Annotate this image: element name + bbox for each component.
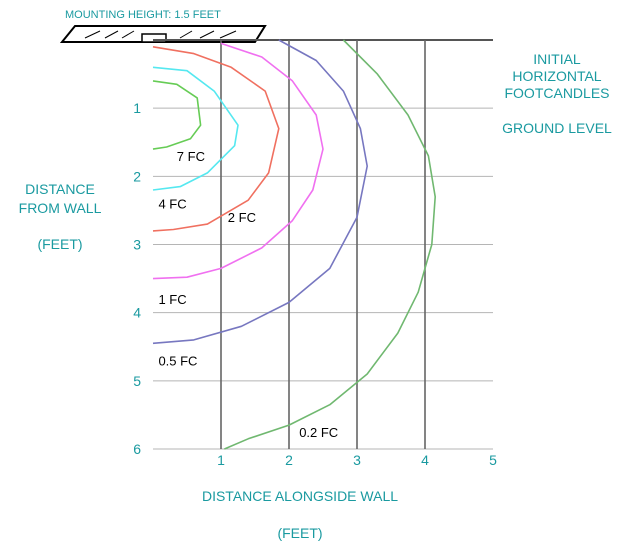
y-tick-label: 6 [133,441,141,457]
series-curve [152,66,239,191]
series-label: 2 FC [228,210,256,225]
chart-series [152,39,436,450]
y-tick-label: 5 [133,373,141,389]
y-tick-label: 2 [133,168,141,184]
series-curve [224,39,436,450]
series-label: 1 FC [158,292,186,307]
series-curve [152,42,324,280]
mounting-height-label: MOUNTING HEIGHT: 1.5 FEET [65,9,221,21]
x-axis-ticks: 1 2 3 4 5 [217,452,497,468]
y-tick-label: 3 [133,237,141,253]
series-curve [152,39,368,345]
x-tick-label: 2 [285,452,293,468]
chart-title-line-3: FOOTCANDLES [504,85,609,101]
x-tick-label: 5 [489,452,497,468]
y-axis-ticks: 1 2 3 4 5 6 [133,100,141,457]
y-axis-label-line-1: DISTANCE [25,181,95,197]
x-tick-label: 3 [353,452,361,468]
chart-series-labels: 7 FC 4 FC 2 FC 1 FC 0.5 FC 0.2 FC [158,149,338,440]
chart-title-line-2: HORIZONTAL [512,68,601,84]
chart-grid [153,39,493,450]
y-tick-label: 4 [133,305,141,321]
x-tick-label: 1 [217,452,225,468]
x-tick-label: 4 [421,452,429,468]
chart-title-line-1: INITIAL [533,51,581,67]
y-axis-label-line-2: FROM WALL [19,200,102,216]
series-label: 4 FC [158,197,186,212]
x-axis-label-units: (FEET) [277,525,322,541]
y-tick-label: 1 [133,100,141,116]
y-axis-label-units: (FEET) [37,236,82,252]
series-label: 7 FC [177,149,205,164]
series-label: 0.2 FC [299,425,338,440]
series-curve [152,46,280,232]
fixture-icon [59,25,267,43]
series-curve [152,80,202,150]
series-label: 0.5 FC [158,353,197,368]
chart-subtitle: GROUND LEVEL [502,120,612,136]
x-axis-label: DISTANCE ALONGSIDE WALL [202,488,398,504]
